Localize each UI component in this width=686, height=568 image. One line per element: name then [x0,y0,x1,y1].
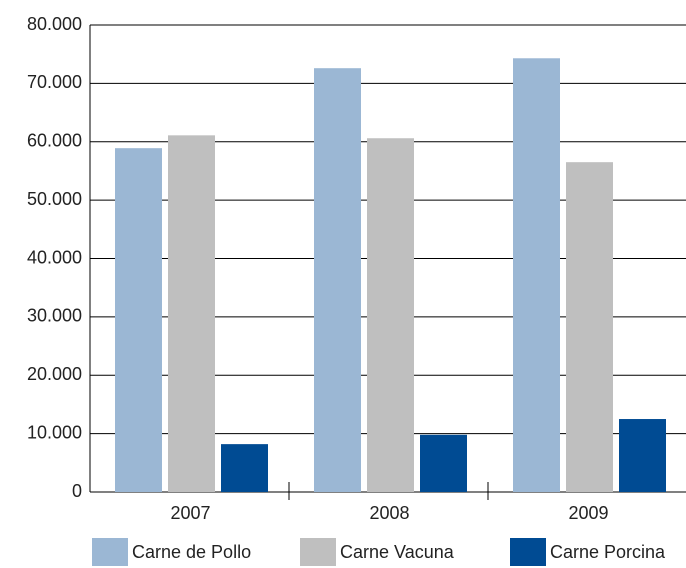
bar [566,162,613,492]
bar [367,138,414,492]
legend-swatch [300,538,336,566]
bar [221,444,268,492]
legend-swatch [510,538,546,566]
y-tick-label: 20.000 [27,364,82,384]
y-tick-label: 50.000 [27,189,82,209]
bar [168,135,215,493]
y-tick-label: 60.000 [27,131,82,151]
y-tick-label: 70.000 [27,72,82,92]
x-tick-label: 2008 [369,503,409,523]
y-tick-label: 0 [72,481,82,501]
legend-label: Carne Porcina [550,542,666,562]
x-tick-label: 2007 [170,503,210,523]
legend-label: Carne de Pollo [132,542,251,562]
y-tick-label: 30.000 [27,306,82,326]
y-tick-label: 80.000 [27,14,82,34]
legend-swatch [92,538,128,566]
bar [619,419,666,492]
legend-label: Carne Vacuna [340,542,455,562]
bar [115,148,162,492]
y-tick-label: 10.000 [27,422,82,442]
bar [314,68,361,492]
bar [420,434,467,492]
y-tick-label: 40.000 [27,247,82,267]
x-tick-label: 2009 [568,503,608,523]
bar [513,58,560,493]
